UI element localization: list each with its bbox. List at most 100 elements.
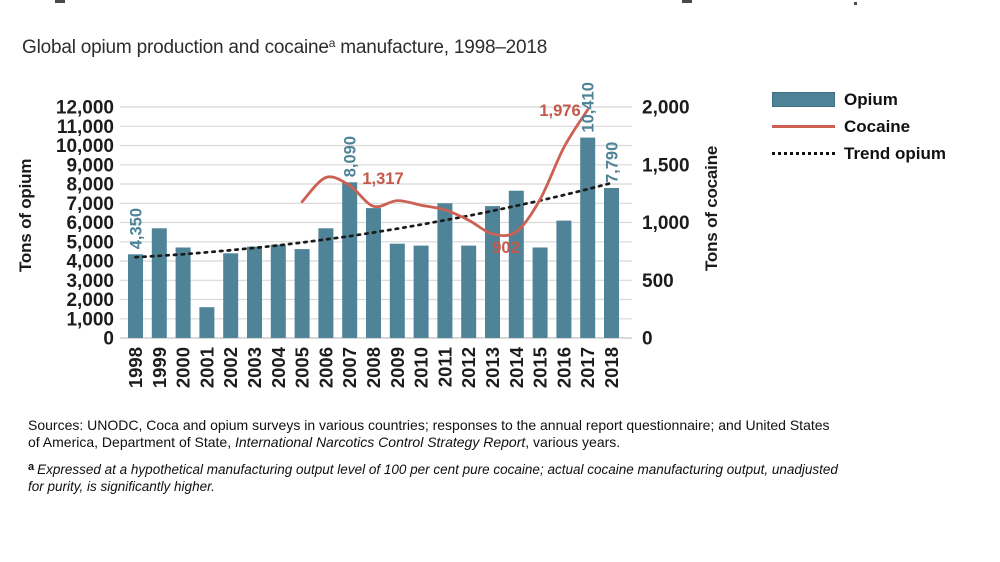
x-axis-label-2005: 2005 [292,347,313,388]
x-axis-label-2009: 2009 [387,347,408,388]
opium-bar-2011 [437,203,453,339]
trend-opium-line [134,181,613,259]
right-axis-tick-0: 0 [642,329,653,350]
cropped-text-fragment [682,0,692,3]
x-axis-label-2008: 2008 [363,347,384,388]
x-axis-label-2002: 2002 [220,347,241,388]
sources-line-1: Sources: UNODC, Coca and opium surveys i… [28,417,830,433]
footnote-text: a Expressed at a hypothetical manufacturi… [28,459,838,495]
legend-item-opium: Opium [772,90,946,109]
bar-value-label-2007: 8,090 [342,136,360,177]
legend-label-cocaine: Cocaine [844,117,911,136]
cropped-text-fragment [854,2,857,5]
left-axis-tick-1,000: 1,000 [66,309,114,330]
sources-line-2-suffix: , various years. [525,433,621,450]
left-axis-tick-12,000: 12,000 [56,98,114,119]
figure-title-suffix: manufacture, 1998–2018 [335,37,548,58]
x-axis-label-2014: 2014 [506,346,527,388]
chart-legend: Opium Cocaine Trend opium [772,90,946,173]
x-axis-label-1998: 1998 [125,347,146,388]
cocaine-line [300,108,590,238]
x-axis-label-2011: 2011 [434,347,455,387]
right-axis-tick-2,000: 2,000 [642,98,690,119]
x-axis-label-2010: 2010 [411,347,432,388]
opium-bar-2012 [461,245,477,338]
left-axis-tick-2,000: 2,000 [66,290,114,311]
x-axis-label-2003: 2003 [244,347,265,388]
opium-bar-2016 [556,220,572,338]
sources-text: Sources: UNODC, Coca and opium surveys i… [28,417,830,450]
x-axis-label-2006: 2006 [315,347,336,388]
left-axis-tick-10,000: 10,000 [56,136,114,157]
opium-bar-2004 [270,244,286,338]
bar-value-label-1998: 4,350 [128,208,146,249]
cocaine-value-label-902: 902 [492,239,520,257]
cocaine-value-label-1,317: 1,317 [362,170,403,188]
x-axis-label-2013: 2013 [482,347,503,388]
opium-bar-2007 [342,182,358,338]
footnote-line-1-text: Expressed at a hypothetical manufacturin… [37,462,838,477]
x-axis-label-2012: 2012 [458,347,479,388]
opium-bar-2005 [294,249,310,338]
x-axis-label-2001: 2001 [196,347,217,388]
left-axis-title: Tons of opium [16,158,35,272]
x-axis-label-2018: 2018 [601,347,622,388]
legend-item-trend-opium: Trend opium [772,144,946,163]
left-axis-tick-0: 0 [103,329,114,350]
x-axis-label-2007: 2007 [339,347,360,388]
opium-bar-2018 [604,188,619,338]
footnote-marker: a [28,461,35,473]
legend-label-opium: Opium [844,90,898,109]
legend-label-trend-opium: Trend opium [844,144,946,163]
cropped-text-fragment [55,0,65,3]
left-axis-tick-5,000: 5,000 [66,232,114,253]
right-axis-title: Tons of cocaine [702,145,721,271]
x-axis-label-2017: 2017 [577,347,598,388]
opium-bar-2015 [532,247,548,338]
opium-bar-2006 [318,228,334,338]
left-axis-tick-8,000: 8,000 [66,175,114,196]
left-axis-tick-3,000: 3,000 [66,271,114,292]
opium-bar-2003 [247,246,262,338]
opium-bar-2010 [413,245,429,338]
figure-title-text: Global opium production and cocaine [22,37,329,58]
left-axis-tick-7,000: 7,000 [66,194,114,215]
left-axis-tick-6,000: 6,000 [66,213,114,234]
opium-bar-2014 [508,190,524,338]
opium-bar-2017 [580,137,596,338]
left-axis-tick-4,000: 4,000 [66,252,114,273]
sources-report-title: International Narcotics Control Strategy… [235,433,526,450]
cocaine-line-swatch-icon [772,125,835,128]
opium-bar-2001 [199,307,215,338]
title-superscript: a [328,36,336,50]
bar-value-label-2017: 10,410 [580,82,598,132]
opium-cocaine-chart: 01,0002,0003,0004,0005,0006,0007,0008,00… [56,82,690,388]
x-axis-label-1999: 1999 [149,347,170,388]
opium-bar-2013 [485,206,500,338]
bar-value-label-2018: 7,790 [604,142,622,183]
right-axis-tick-1,000: 1,000 [642,213,690,234]
sources-line-2: of America, Department of State, Interna… [28,434,830,451]
cocaine-value-label-1,976: 1,976 [539,102,580,120]
opium-bar-1998 [128,254,143,338]
opium-bar-2009 [389,243,405,338]
right-axis-tick-500: 500 [642,271,674,292]
x-axis-label-2000: 2000 [173,347,194,388]
opium-bar-swatch-icon [772,92,835,107]
opium-bar-2008 [366,208,381,338]
figure-title: Global opium production and cocainea man… [22,36,547,59]
legend-item-cocaine: Cocaine [772,117,946,136]
right-axis-tick-1,500: 1,500 [642,155,690,176]
x-axis-label-2004: 2004 [268,346,289,388]
sources-line-2-prefix: of America, Department of State, [28,433,235,450]
left-axis-tick-9,000: 9,000 [66,155,114,176]
x-axis-label-2016: 2016 [553,347,574,388]
opium-bar-2000 [175,247,191,338]
left-axis-tick-11,000: 11,000 [57,117,114,138]
x-axis-label-2015: 2015 [530,347,551,388]
footnote-line-2: for purity, is significantly higher. [28,479,215,494]
footnote-line-1: a Expressed at a hypothetical manufacturi… [28,459,838,478]
trend-dashed-swatch-icon [772,152,835,155]
opium-bar-2002 [223,253,239,338]
